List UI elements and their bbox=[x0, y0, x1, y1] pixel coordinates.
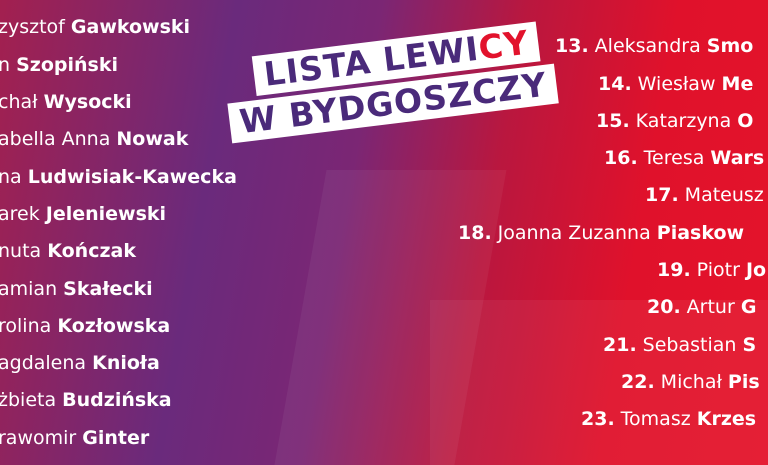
first-name: arek bbox=[0, 203, 40, 225]
first-name: żbieta bbox=[0, 389, 57, 411]
first-name: chał bbox=[0, 91, 38, 113]
candidate: nuta Kończak bbox=[0, 239, 136, 263]
last-name: Skałecki bbox=[63, 278, 153, 300]
last-name: G bbox=[740, 296, 757, 318]
last-name: Me bbox=[721, 73, 754, 95]
first-name: Artur bbox=[686, 296, 735, 318]
last-name: Ludwisiak-Kawecka bbox=[27, 166, 237, 188]
candidate: 21. Sebastian S bbox=[603, 333, 756, 357]
number: 15. bbox=[596, 110, 630, 132]
candidate: 14. Wiesław Me bbox=[598, 72, 753, 96]
last-name: Kończak bbox=[47, 240, 136, 262]
last-name: Gawkowski bbox=[70, 16, 191, 38]
candidate: 13. Aleksandra Smo bbox=[555, 34, 753, 58]
last-name: Smo bbox=[706, 35, 754, 57]
last-name: O bbox=[737, 110, 754, 132]
number: 19. bbox=[657, 259, 691, 281]
first-name: na bbox=[0, 166, 22, 188]
last-name: Budzińska bbox=[62, 389, 172, 411]
candidate: 20. Artur G bbox=[647, 295, 756, 319]
first-name: amian bbox=[0, 278, 58, 300]
first-name: rawomir bbox=[0, 427, 77, 449]
first-name: Teresa bbox=[643, 147, 705, 169]
last-name: Ginter bbox=[82, 427, 150, 449]
candidate: 22. Michał Pis bbox=[621, 370, 760, 394]
first-name: nuta bbox=[0, 240, 42, 262]
number: 20. bbox=[647, 296, 681, 318]
candidate: n Szopiński bbox=[0, 53, 118, 77]
candidate: amian Skałecki bbox=[0, 277, 153, 301]
last-name: Krzes bbox=[696, 408, 757, 430]
first-name: Piotr bbox=[696, 259, 740, 281]
last-name: Wysocki bbox=[43, 91, 132, 113]
first-name: Sebastian bbox=[642, 334, 737, 356]
candidate: 15. Katarzyna O bbox=[596, 109, 753, 133]
number: 14. bbox=[598, 73, 632, 95]
candidate: rolina Kozłowska bbox=[0, 314, 170, 338]
last-name: Kozłowska bbox=[57, 315, 171, 337]
candidate: 17. Mateusz bbox=[645, 183, 764, 207]
number: 23. bbox=[581, 408, 615, 430]
title-accent: CY bbox=[476, 22, 531, 68]
first-name: agdalena bbox=[0, 352, 87, 374]
title: LISTA LEWICY W BYDGOSZCZY bbox=[222, 20, 560, 144]
candidate: zysztof Gawkowski bbox=[0, 15, 190, 39]
last-name: Piaskow bbox=[656, 222, 745, 244]
first-name: zysztof bbox=[0, 16, 65, 38]
last-name: Wars bbox=[710, 147, 765, 169]
first-name: n bbox=[0, 54, 11, 76]
candidate: abella Anna Nowak bbox=[0, 127, 188, 151]
candidate: żbieta Budzińska bbox=[0, 388, 172, 412]
number: 18. bbox=[458, 222, 492, 244]
number: 13. bbox=[555, 35, 589, 57]
candidate: 18. Joanna Zuzanna Piaskow bbox=[458, 221, 744, 245]
first-name: Michał bbox=[660, 371, 722, 393]
last-name: Nowak bbox=[116, 128, 189, 150]
candidate: rawomir Ginter bbox=[0, 426, 149, 450]
last-name: Pis bbox=[727, 371, 760, 393]
candidate: 16. Teresa Wars bbox=[604, 146, 764, 170]
number: 21. bbox=[603, 334, 637, 356]
number: 17. bbox=[645, 184, 679, 206]
number: 16. bbox=[604, 147, 638, 169]
candidate: arek Jeleniewski bbox=[0, 202, 166, 226]
first-name: Katarzyna bbox=[635, 110, 732, 132]
first-name: Tomasz bbox=[620, 408, 691, 430]
candidate: 23. Tomasz Krzes bbox=[581, 407, 756, 431]
candidate: chał Wysocki bbox=[0, 90, 132, 114]
candidate: 19. Piotr Jo bbox=[657, 258, 766, 282]
first-name: rolina bbox=[0, 315, 52, 337]
number: 22. bbox=[621, 371, 655, 393]
first-name: Joanna Zuzanna bbox=[497, 222, 651, 244]
candidate: na Ludwisiak-Kawecka bbox=[0, 165, 237, 189]
first-name: Mateusz bbox=[684, 184, 764, 206]
last-name: S bbox=[742, 334, 757, 356]
candidate: agdalena Knioła bbox=[0, 351, 160, 375]
first-name: Aleksandra bbox=[594, 35, 701, 57]
first-name: abella Anna bbox=[0, 128, 111, 150]
last-name: Knioła bbox=[92, 352, 160, 374]
last-name: Jeleniewski bbox=[45, 203, 167, 225]
last-name: Jo bbox=[745, 259, 767, 281]
first-name: Wiesław bbox=[637, 73, 716, 95]
last-name: Szopiński bbox=[16, 54, 118, 76]
decor bbox=[430, 300, 768, 465]
